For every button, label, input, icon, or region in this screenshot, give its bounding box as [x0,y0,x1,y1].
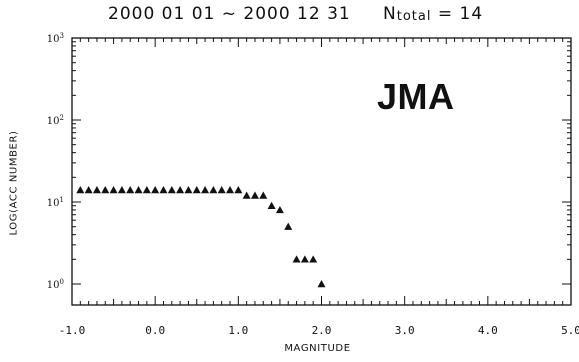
data-point [109,186,118,194]
x-tick-label: 2.0 [312,324,332,337]
x-tick-label: 4.0 [478,324,498,337]
data-point [101,186,110,194]
data-point [184,186,193,194]
plot-frame [71,37,572,306]
data-point [201,186,210,194]
data-point [126,186,135,194]
data-point [217,186,226,194]
x-tick-label: -1.0 [59,324,86,337]
y-tick-label: 103 [47,32,64,45]
data-point [275,205,284,214]
data-point [259,191,268,199]
data-point [92,186,101,194]
data-point [76,186,85,194]
x-tick-label: 0.0 [145,324,165,337]
x-axis-label-wrap: MAGNITUDE [0,343,579,354]
data-point [300,255,309,263]
date-range-header: 2000 01 01 ~ 2000 12 31 [108,4,351,24]
data-point [176,186,185,194]
x-tick-label: 3.0 [395,324,415,337]
data-point [250,191,259,199]
y-tick-label: 100 [47,278,64,291]
total-prefix: N [383,4,397,24]
y-tick-labels: 100 101 102 103 [47,32,64,291]
data-point [151,186,160,194]
y-axis-label: LOG(ACC NUMBER) [8,130,20,236]
y-tick-label: 101 [47,196,64,209]
data-point [159,186,168,194]
data-point [317,280,326,288]
x-tick-label: 5.0 [561,324,579,337]
data-point [134,186,143,194]
data-point [209,186,218,194]
x-axis-label: MAGNITUDE [284,343,351,354]
data-point [267,201,276,209]
data-point [284,222,293,230]
data-point [142,186,151,194]
total-subscript: total [396,9,432,24]
y-tick-label: 102 [47,114,64,127]
data-point [84,186,93,194]
data-point [117,186,126,194]
total-count-header: Ntotal = 14 [383,4,483,24]
data-point [226,186,235,194]
axis-ticks [71,37,572,305]
data-points [76,186,326,288]
total-value: = 14 [431,4,484,24]
data-point [309,255,318,263]
data-point [234,186,243,194]
data-point [167,186,176,194]
x-tick-labels: -1.0 0.0 1.0 2.0 3.0 4.0 5.0 [59,324,579,337]
data-point [242,191,251,199]
agency-watermark: JMA [377,76,455,117]
data-point [192,186,201,194]
data-point [292,255,301,263]
x-tick-label: 1.0 [228,324,248,337]
